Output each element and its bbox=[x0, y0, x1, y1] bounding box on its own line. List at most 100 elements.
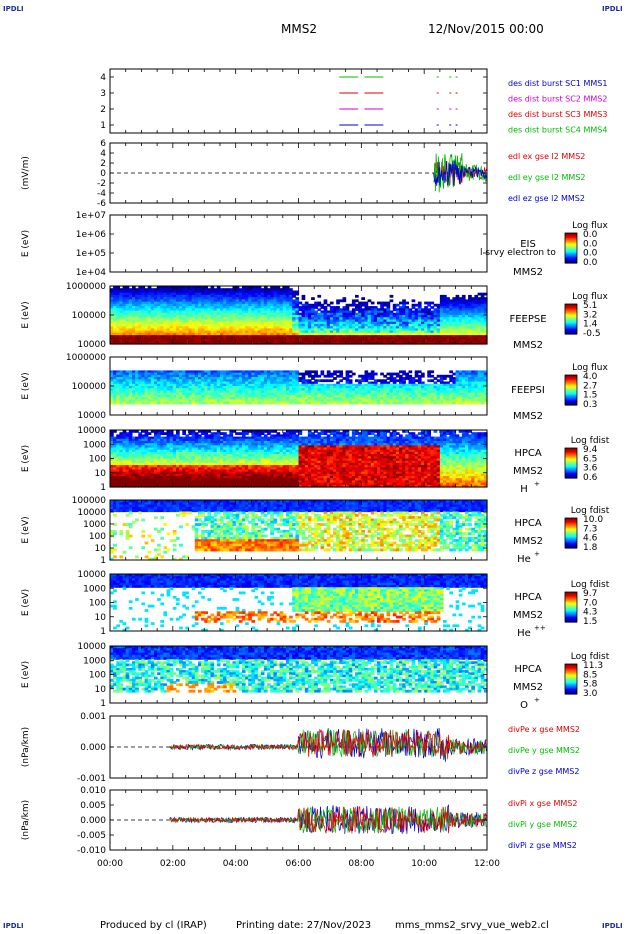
spectrogram-cell bbox=[263, 341, 268, 345]
spectrogram-cell bbox=[267, 397, 271, 400]
spectrogram-cell bbox=[370, 308, 375, 312]
spectrogram-cell bbox=[157, 315, 161, 318]
spectrogram-cell bbox=[282, 386, 287, 389]
colorbar-cell bbox=[565, 402, 577, 405]
spectrogram-cell bbox=[408, 341, 413, 345]
spectrogram-cell bbox=[238, 303, 243, 307]
spectrogram-cell bbox=[449, 310, 453, 314]
spectrogram-cell bbox=[210, 319, 215, 323]
spectrogram-cell bbox=[263, 306, 268, 309]
spectrogram-cell bbox=[436, 332, 441, 336]
spectrogram-cell bbox=[358, 337, 362, 341]
spectrogram-cell bbox=[128, 288, 133, 291]
spectrogram-cell bbox=[132, 374, 136, 378]
spectrogram-cell bbox=[235, 372, 240, 376]
spectrogram-cell bbox=[336, 310, 340, 314]
spectrogram-cell bbox=[411, 310, 416, 314]
spectrogram-cell bbox=[251, 370, 256, 374]
spectrogram-cell bbox=[477, 335, 482, 338]
spectrogram-cell bbox=[132, 330, 136, 334]
spectrogram-cell bbox=[279, 332, 284, 336]
spectrogram-cell bbox=[119, 370, 124, 374]
spectrogram-cell bbox=[295, 381, 300, 385]
spectrogram-cell bbox=[176, 317, 180, 320]
spectrogram-cell bbox=[260, 370, 265, 374]
spectrogram-cell bbox=[358, 335, 362, 338]
spectrogram-cell bbox=[289, 381, 293, 385]
spectrogram-cell bbox=[351, 303, 356, 307]
spectrogram-cell bbox=[232, 308, 237, 312]
spectrogram-cell bbox=[254, 286, 259, 289]
spectrogram-cell bbox=[182, 323, 186, 327]
spectrogram-cell bbox=[405, 377, 409, 380]
spectrogram-cell bbox=[254, 306, 259, 309]
spectrogram-cell bbox=[185, 372, 190, 376]
spectrogram-cell bbox=[402, 315, 406, 318]
spectrogram-cell bbox=[245, 388, 249, 391]
spectrogram-cell bbox=[207, 328, 212, 332]
spectrogram-cell bbox=[128, 323, 133, 327]
spectrogram-cell bbox=[169, 326, 174, 329]
spectrogram-cell bbox=[342, 392, 347, 396]
spectrogram-cell bbox=[380, 332, 384, 336]
spectrogram-cell bbox=[355, 399, 359, 403]
spectrogram-cell bbox=[163, 317, 168, 320]
spectrogram-cell bbox=[254, 323, 259, 327]
spectrogram-cell bbox=[282, 341, 287, 345]
spectrogram-cell bbox=[128, 390, 133, 394]
spectrogram-cell bbox=[263, 286, 268, 289]
spectrogram-cell bbox=[430, 306, 435, 309]
spectrogram-cell bbox=[150, 392, 155, 396]
spectrogram-cell bbox=[169, 306, 174, 309]
spectrogram-cell bbox=[229, 328, 234, 332]
spectrogram-cell bbox=[169, 381, 174, 385]
spectrogram-cell bbox=[345, 308, 350, 312]
spectrogram-cell bbox=[238, 321, 243, 325]
spectrogram-cell bbox=[411, 306, 416, 309]
spectrogram-cell bbox=[147, 292, 152, 296]
spectrogram-cell bbox=[257, 288, 262, 291]
spectrogram-cell bbox=[138, 381, 142, 385]
spectrogram-cell bbox=[241, 299, 246, 303]
spectrogram-cell bbox=[179, 299, 183, 303]
spectrogram-cell bbox=[179, 319, 183, 323]
spectrogram-cell bbox=[414, 326, 419, 329]
spectrogram-cell bbox=[483, 297, 488, 300]
spectrogram-cell bbox=[320, 399, 325, 403]
spectrogram-cell bbox=[232, 399, 237, 403]
spectrogram-cell bbox=[367, 332, 372, 336]
spectrogram-cell bbox=[216, 341, 221, 345]
spectrogram-cell bbox=[179, 330, 183, 334]
spectrogram-cell bbox=[314, 397, 318, 400]
spectrogram-cell bbox=[110, 451, 114, 455]
spectrogram-cell bbox=[370, 392, 375, 396]
spectrogram-cell bbox=[395, 310, 400, 314]
spectrogram-cell bbox=[241, 315, 246, 318]
spectrogram-cell bbox=[251, 306, 256, 309]
spectrogram-cell bbox=[370, 399, 375, 403]
spectrogram-cell bbox=[154, 341, 158, 345]
spectrogram-cell bbox=[389, 383, 394, 387]
spectrogram-cell bbox=[110, 434, 114, 438]
spectrogram-cell bbox=[194, 306, 199, 309]
spectrogram-cell bbox=[348, 383, 353, 387]
spectrogram-cell bbox=[364, 308, 369, 312]
spectrogram-cell bbox=[289, 310, 293, 314]
spectrogram-cell bbox=[220, 297, 224, 300]
spectrogram-cell bbox=[323, 401, 328, 405]
spectrogram-cell bbox=[185, 377, 190, 380]
spectrogram-cell bbox=[110, 310, 114, 314]
y-tick-label: 1000000 bbox=[66, 282, 106, 292]
spectrogram-cell bbox=[204, 341, 208, 345]
spectrogram-cell bbox=[471, 399, 475, 403]
spectrogram-cell bbox=[270, 337, 274, 341]
spectrogram-cell bbox=[147, 308, 152, 312]
spectrogram-cell bbox=[402, 337, 406, 341]
spectrogram-cell bbox=[254, 335, 259, 338]
spectrogram-cell bbox=[414, 315, 419, 318]
spectrogram-cell bbox=[154, 303, 158, 307]
spectrogram-cell bbox=[295, 337, 300, 341]
spectrogram-cell bbox=[405, 332, 409, 336]
colorbar-cell bbox=[565, 254, 577, 257]
spectrogram-cell bbox=[468, 392, 472, 396]
